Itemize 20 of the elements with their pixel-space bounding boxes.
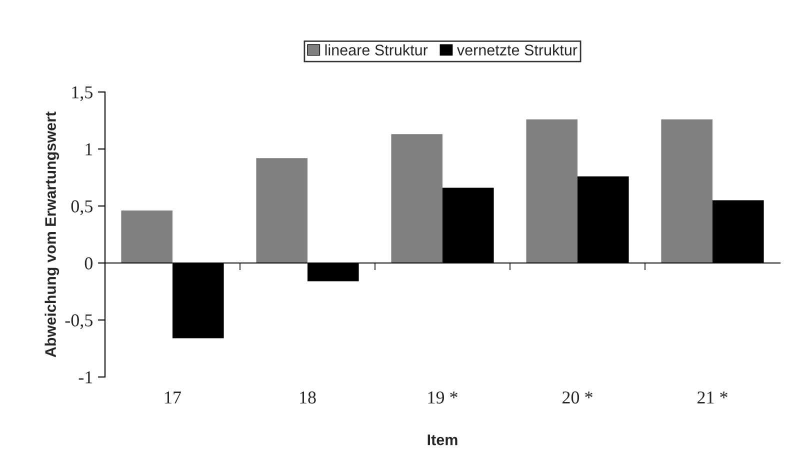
y-tick-label: -0,5 [65,314,92,330]
bar [121,210,172,263]
x-tick-label: 18 [300,391,316,404]
y-tick-label: 1 [86,143,92,156]
x-tick-label: 21 * [697,391,728,404]
x-tick-label: 20 * [562,391,592,404]
y-tick-label: 0,5 [71,200,92,216]
x-tick-label: 19 * [428,391,458,404]
y-tick-label: -1 [78,371,92,384]
bar [661,119,712,263]
legend-label: vernetzte Struktur [456,44,578,56]
x-tick-label: 17 [165,392,182,404]
x-axis-title: Item [428,434,458,446]
bar [526,119,578,263]
y-tick-label: 0 [84,257,93,270]
legend-label: lineare Struktur [325,44,428,56]
bar [256,158,308,263]
y-axis-title: Abweichung vom Erwartungswert [44,112,60,358]
bar [391,134,442,263]
y-tick-label: 1,5 [72,86,92,102]
